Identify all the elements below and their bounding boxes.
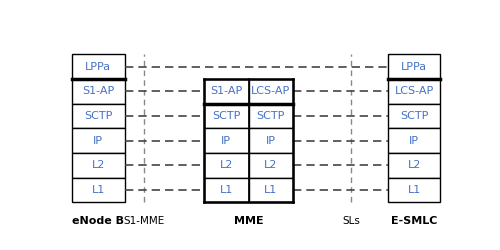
Text: MME: MME bbox=[234, 216, 264, 226]
FancyBboxPatch shape bbox=[72, 153, 124, 178]
Text: SCTP: SCTP bbox=[256, 111, 285, 121]
FancyBboxPatch shape bbox=[248, 104, 293, 128]
Text: L1: L1 bbox=[92, 185, 105, 195]
Text: L2: L2 bbox=[92, 160, 105, 170]
FancyBboxPatch shape bbox=[204, 79, 248, 104]
FancyBboxPatch shape bbox=[72, 79, 124, 104]
Text: L1: L1 bbox=[264, 185, 278, 195]
Text: IP: IP bbox=[409, 136, 419, 146]
Text: L1: L1 bbox=[220, 185, 233, 195]
FancyBboxPatch shape bbox=[72, 104, 124, 128]
Text: IP: IP bbox=[266, 136, 276, 146]
Text: LCS-AP: LCS-AP bbox=[394, 86, 434, 97]
Text: S1-AP: S1-AP bbox=[210, 86, 242, 97]
FancyBboxPatch shape bbox=[204, 178, 248, 202]
FancyBboxPatch shape bbox=[388, 79, 440, 104]
FancyBboxPatch shape bbox=[72, 178, 124, 202]
FancyBboxPatch shape bbox=[72, 128, 124, 153]
Text: IP: IP bbox=[94, 136, 104, 146]
FancyBboxPatch shape bbox=[248, 128, 293, 153]
FancyBboxPatch shape bbox=[248, 178, 293, 202]
FancyBboxPatch shape bbox=[72, 54, 124, 79]
Text: LPPa: LPPa bbox=[86, 62, 112, 72]
Text: S1-AP: S1-AP bbox=[82, 86, 114, 97]
Text: L2: L2 bbox=[264, 160, 278, 170]
FancyBboxPatch shape bbox=[248, 153, 293, 178]
Text: L2: L2 bbox=[220, 160, 233, 170]
Text: LCS-AP: LCS-AP bbox=[251, 86, 290, 97]
Text: SCTP: SCTP bbox=[400, 111, 428, 121]
Text: L1: L1 bbox=[408, 185, 421, 195]
Text: SCTP: SCTP bbox=[212, 111, 240, 121]
Text: SLs: SLs bbox=[342, 216, 360, 226]
FancyBboxPatch shape bbox=[388, 54, 440, 79]
FancyBboxPatch shape bbox=[388, 178, 440, 202]
Text: SCTP: SCTP bbox=[84, 111, 112, 121]
Text: LPPa: LPPa bbox=[401, 62, 427, 72]
Text: E-SMLC: E-SMLC bbox=[391, 216, 438, 226]
FancyBboxPatch shape bbox=[204, 104, 248, 128]
Text: eNode B: eNode B bbox=[72, 216, 124, 226]
FancyBboxPatch shape bbox=[388, 104, 440, 128]
FancyBboxPatch shape bbox=[248, 79, 293, 104]
Text: S1-MME: S1-MME bbox=[123, 216, 164, 226]
Text: IP: IP bbox=[221, 136, 231, 146]
FancyBboxPatch shape bbox=[388, 153, 440, 178]
Text: L2: L2 bbox=[408, 160, 421, 170]
FancyBboxPatch shape bbox=[204, 153, 248, 178]
FancyBboxPatch shape bbox=[204, 128, 248, 153]
FancyBboxPatch shape bbox=[388, 128, 440, 153]
